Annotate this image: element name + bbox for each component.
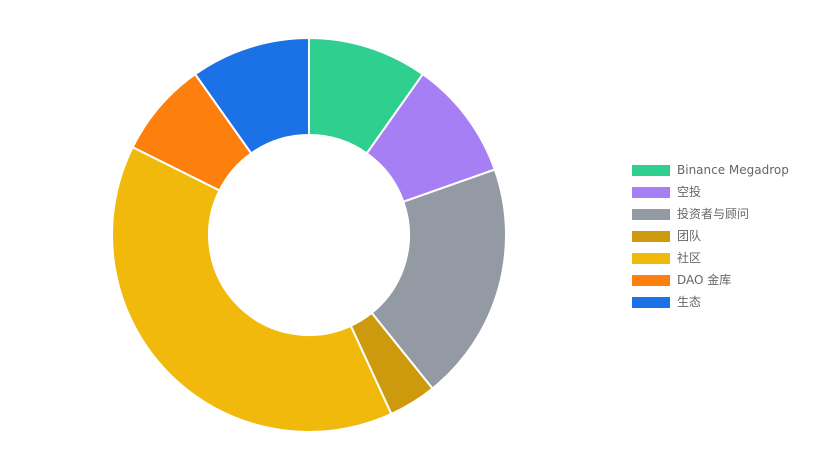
legend-swatch <box>632 164 670 176</box>
legend-item-3[interactable]: 团队 <box>632 225 822 247</box>
legend-label: DAO 金库 <box>677 273 732 287</box>
legend-label: 空投 <box>677 185 702 199</box>
legend-label: 生态 <box>677 295 702 309</box>
legend-label: 社区 <box>677 251 702 265</box>
legend-item-2[interactable]: 投资者与顾问 <box>632 203 822 225</box>
legend-swatch <box>632 230 670 242</box>
legend-label: 团队 <box>677 229 702 243</box>
donut-slice-2[interactable] <box>370 168 507 390</box>
legend-item-0[interactable]: Binance Megadrop <box>632 159 822 181</box>
chart-legend: Binance Megadrop 空投投资者与顾问 团队社区 DAO 金库 生态 <box>632 159 822 313</box>
legend-swatch <box>632 296 670 308</box>
legend-swatch <box>632 208 670 220</box>
legend-label: 投资者与顾问 <box>677 207 750 221</box>
legend-label: Binance Megadrop <box>677 163 789 177</box>
legend-item-6[interactable]: 生态 <box>632 291 822 313</box>
legend-item-5[interactable]: DAO 金库 <box>632 269 822 291</box>
legend-item-4[interactable]: 社区 <box>632 247 822 269</box>
donut-slice-6[interactable] <box>193 36 310 155</box>
donut-slice-4[interactable] <box>111 145 393 433</box>
legend-swatch <box>632 252 670 264</box>
legend-swatch <box>632 274 670 286</box>
legend-swatch <box>632 186 670 198</box>
legend-item-1[interactable]: 空投 <box>632 181 822 203</box>
